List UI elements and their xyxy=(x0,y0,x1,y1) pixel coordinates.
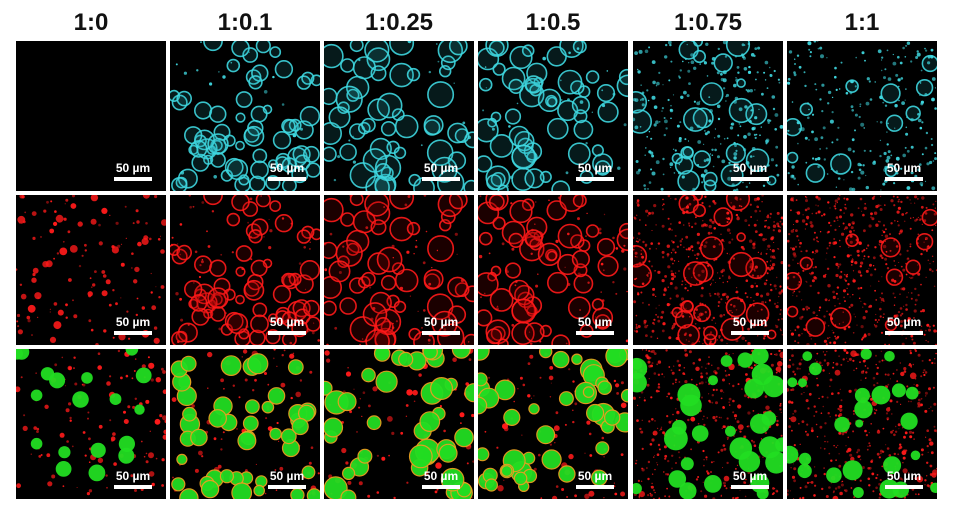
column-label-4: 1:0.5 xyxy=(525,9,581,36)
micrograph-image xyxy=(633,349,783,499)
scale-bar: 50 µm xyxy=(731,470,769,489)
scale-bar: 50 µm xyxy=(268,162,306,181)
scale-bar-line xyxy=(422,331,460,335)
scale-bar-label: 50 µm xyxy=(886,315,922,329)
scale-bar: 50 µm xyxy=(576,470,614,489)
scale-bar-line xyxy=(576,331,614,335)
micrograph-panel-red-3: 50 µm xyxy=(324,195,474,345)
scale-bar-line xyxy=(268,331,306,335)
scale-bar-label: 50 µm xyxy=(423,161,459,175)
micrograph-image xyxy=(787,41,937,191)
scale-bar-line xyxy=(268,485,306,489)
micrograph-image xyxy=(478,41,628,191)
scale-bar-line xyxy=(885,177,923,181)
micrograph-image xyxy=(633,195,783,345)
scale-bar: 50 µm xyxy=(576,162,614,181)
scale-bar-line xyxy=(576,485,614,489)
column-label-2: 1:0.1 xyxy=(217,9,273,36)
micrograph-image xyxy=(170,349,320,499)
micrograph-panel-cyan-2: 50 µm xyxy=(170,41,320,191)
scale-bar-label: 50 µm xyxy=(732,161,768,175)
scale-bar-line xyxy=(114,485,152,489)
micrograph-panel-red-6: 50 µm xyxy=(787,195,937,345)
scale-bar: 50 µm xyxy=(422,316,460,335)
scale-bar-label: 50 µm xyxy=(269,315,305,329)
scale-bar: 50 µm xyxy=(885,316,923,335)
micrograph-image xyxy=(324,41,474,191)
micrograph-image xyxy=(324,349,474,499)
scale-bar: 50 µm xyxy=(114,162,152,181)
scale-bar-label: 50 µm xyxy=(732,469,768,483)
scale-bar-line xyxy=(422,485,460,489)
scale-bar: 50 µm xyxy=(731,316,769,335)
scale-bar: 50 µm xyxy=(422,470,460,489)
scale-bar-label: 50 µm xyxy=(886,161,922,175)
micrograph-image xyxy=(787,195,937,345)
scale-bar-label: 50 µm xyxy=(423,469,459,483)
scale-bar-label: 50 µm xyxy=(577,161,613,175)
micrograph-panel-merge-6: 50 µm xyxy=(787,349,937,499)
micrograph-image xyxy=(478,349,628,499)
micrograph-image xyxy=(170,41,320,191)
micrograph-panel-merge-4: 50 µm xyxy=(478,349,628,499)
micrograph-panel-cyan-1: 50 µm xyxy=(16,41,166,191)
scale-bar-line xyxy=(885,485,923,489)
scale-bar-label: 50 µm xyxy=(732,315,768,329)
micrograph-image xyxy=(324,195,474,345)
micrograph-panel-red-1: 50 µm xyxy=(16,195,166,345)
scale-bar-label: 50 µm xyxy=(269,161,305,175)
scale-bar: 50 µm xyxy=(268,316,306,335)
micrograph-panel-cyan-3: 50 µm xyxy=(324,41,474,191)
scale-bar: 50 µm xyxy=(268,470,306,489)
scale-bar: 50 µm xyxy=(885,162,923,181)
micrograph-image xyxy=(478,195,628,345)
micrograph-panel-cyan-4: 50 µm xyxy=(478,41,628,191)
scale-bar-label: 50 µm xyxy=(577,469,613,483)
scale-bar: 50 µm xyxy=(576,316,614,335)
scale-bar: 50 µm xyxy=(885,470,923,489)
scale-bar: 50 µm xyxy=(114,316,152,335)
scale-bar: 50 µm xyxy=(731,162,769,181)
scale-bar-line xyxy=(268,177,306,181)
column-label-5: 1:0.75 xyxy=(673,9,743,36)
micrograph-panel-merge-1: 50 µm xyxy=(16,349,166,499)
micrograph-panel-red-4: 50 µm xyxy=(478,195,628,345)
micrograph-panel-merge-2: 50 µm xyxy=(170,349,320,499)
scale-bar-label: 50 µm xyxy=(269,469,305,483)
micrograph-image xyxy=(787,349,937,499)
scale-bar-label: 50 µm xyxy=(115,315,151,329)
micrograph-image xyxy=(16,349,166,496)
scale-bar-line xyxy=(885,331,923,335)
scale-bar-line xyxy=(731,177,769,181)
micrograph-panel-red-2: 50 µm xyxy=(170,195,320,345)
column-label-6: 1:1 xyxy=(844,9,880,36)
micrograph-panel-merge-5: 50 µm xyxy=(633,349,783,499)
scale-bar-line xyxy=(422,177,460,181)
scale-bar-line xyxy=(114,331,152,335)
scale-bar-label: 50 µm xyxy=(115,469,151,483)
scale-bar-line xyxy=(731,485,769,489)
scale-bar-line xyxy=(731,331,769,335)
scale-bar: 50 µm xyxy=(422,162,460,181)
micrograph-panel-cyan-5: 50 µm xyxy=(633,41,783,191)
micrograph-panel-red-5: 50 µm xyxy=(633,195,783,345)
scale-bar: 50 µm xyxy=(114,470,152,489)
micrograph-panel-merge-3: 50 µm xyxy=(324,349,474,499)
scale-bar-label: 50 µm xyxy=(115,161,151,175)
micrograph-image xyxy=(170,195,320,345)
scale-bar-line xyxy=(576,177,614,181)
scale-bar-label: 50 µm xyxy=(886,469,922,483)
column-label-3: 1:0.25 xyxy=(364,9,434,36)
micrograph-image xyxy=(16,195,166,345)
column-label-1: 1:0 xyxy=(73,9,109,36)
scale-bar-line xyxy=(114,177,152,181)
micrograph-panel-cyan-6: 50 µm xyxy=(787,41,937,191)
scale-bar-label: 50 µm xyxy=(423,315,459,329)
scale-bar-label: 50 µm xyxy=(577,315,613,329)
